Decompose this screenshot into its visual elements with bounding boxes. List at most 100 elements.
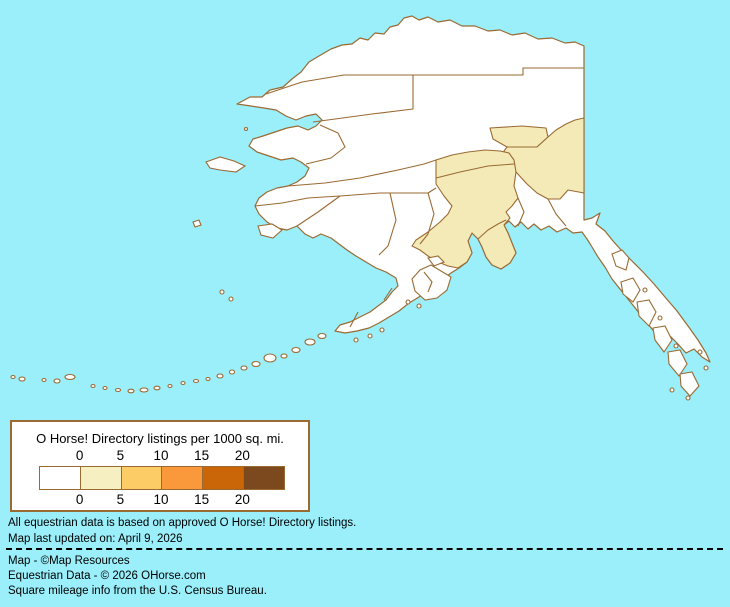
map-region-southcentral [411, 149, 519, 270]
island [153, 385, 161, 391]
island [114, 387, 122, 393]
boundary-line [419, 192, 435, 245]
island [205, 156, 247, 173]
island [291, 346, 301, 354]
legend-box: O Horse! Directory listings per 1000 sq.… [10, 420, 310, 512]
boundary-line [305, 124, 346, 165]
legend-colorbar [39, 466, 285, 490]
island [657, 315, 663, 321]
legend-swatch [40, 467, 80, 489]
island [280, 353, 288, 359]
island [192, 378, 200, 384]
island [427, 255, 445, 267]
legend-swatch [243, 467, 284, 489]
island [139, 387, 149, 393]
island [263, 353, 277, 363]
island [673, 343, 679, 349]
aleutian-islands [10, 332, 327, 394]
island [251, 360, 261, 368]
kodiak-islands [353, 255, 452, 343]
island [317, 332, 327, 340]
legend-ticks-bottom: 0 5 10 15 20 [12, 492, 308, 507]
map-region-inner-border [477, 219, 507, 240]
boundary-line [265, 67, 584, 95]
island [652, 325, 673, 353]
boundary-line [296, 187, 437, 227]
island [102, 385, 108, 391]
island [353, 337, 359, 343]
note-data-source: All equestrian data is based on approved… [8, 517, 357, 529]
island [228, 296, 234, 302]
island [642, 287, 648, 293]
island [667, 349, 688, 377]
island [620, 277, 641, 303]
island [304, 338, 316, 346]
legend-tick-label: 5 [116, 492, 125, 507]
island [18, 376, 26, 382]
island [64, 373, 76, 381]
credit-census: Square mileage info from the U.S. Census… [8, 585, 267, 597]
highlighted-regions [411, 117, 585, 270]
island [10, 374, 16, 380]
island [257, 223, 283, 239]
island [703, 365, 709, 371]
legend-tick-label: 10 [153, 492, 169, 507]
island-border [423, 271, 433, 293]
legend-ticks-top: 0 5 10 15 20 [12, 448, 308, 463]
borough-boundaries [254, 67, 584, 328]
island [41, 377, 47, 383]
island [636, 299, 657, 327]
dashed-divider [6, 548, 723, 550]
legend-swatch [202, 467, 244, 489]
island [90, 383, 96, 389]
credit-equestrian-data: Equestrian Data - © 2026 OHorse.com [8, 570, 206, 582]
map-region-inner-border [435, 163, 515, 179]
boundary-line [254, 195, 341, 207]
island [180, 380, 186, 386]
legend-swatch [79, 467, 121, 489]
legend-tick-label: 20 [234, 492, 250, 507]
island [697, 349, 703, 355]
legend-tick-label: 10 [153, 448, 169, 463]
legend-tick-label: 15 [194, 492, 210, 507]
island [216, 373, 224, 379]
island [685, 395, 691, 401]
legend-tick-label: 15 [194, 448, 210, 463]
boundary-line [287, 159, 437, 187]
boundary-line [349, 311, 359, 328]
legend-swatch [161, 467, 203, 489]
island [228, 369, 236, 375]
island [416, 303, 422, 309]
island [53, 378, 61, 384]
legend-tick-label: 0 [75, 448, 84, 463]
island [405, 299, 411, 305]
island [192, 219, 202, 228]
legend-title: O Horse! Directory listings per 1000 sq.… [36, 431, 284, 446]
island [243, 126, 249, 132]
legend-swatch [120, 467, 162, 489]
island [379, 327, 385, 333]
island [367, 333, 373, 339]
note-last-updated: Map last updated on: April 9, 2026 [8, 533, 183, 545]
alaska-map [10, 15, 711, 401]
island [679, 371, 700, 397]
bering-islands [192, 126, 283, 302]
island [219, 289, 225, 295]
island [205, 376, 211, 382]
boundary-line [378, 192, 397, 256]
island [167, 383, 173, 389]
boundary-line [517, 197, 525, 227]
legend-tick-label: 0 [75, 492, 84, 507]
island [240, 365, 248, 371]
panhandle-islands [611, 249, 709, 401]
boundary-line [547, 198, 567, 227]
boundary-line [383, 287, 393, 301]
island [611, 249, 630, 271]
island [127, 388, 135, 394]
island [669, 387, 675, 393]
legend-tick-label: 5 [116, 448, 125, 463]
credit-map: Map - ©Map Resources [8, 555, 130, 567]
boundary-line [312, 75, 414, 123]
legend-tick-label: 20 [234, 448, 250, 463]
